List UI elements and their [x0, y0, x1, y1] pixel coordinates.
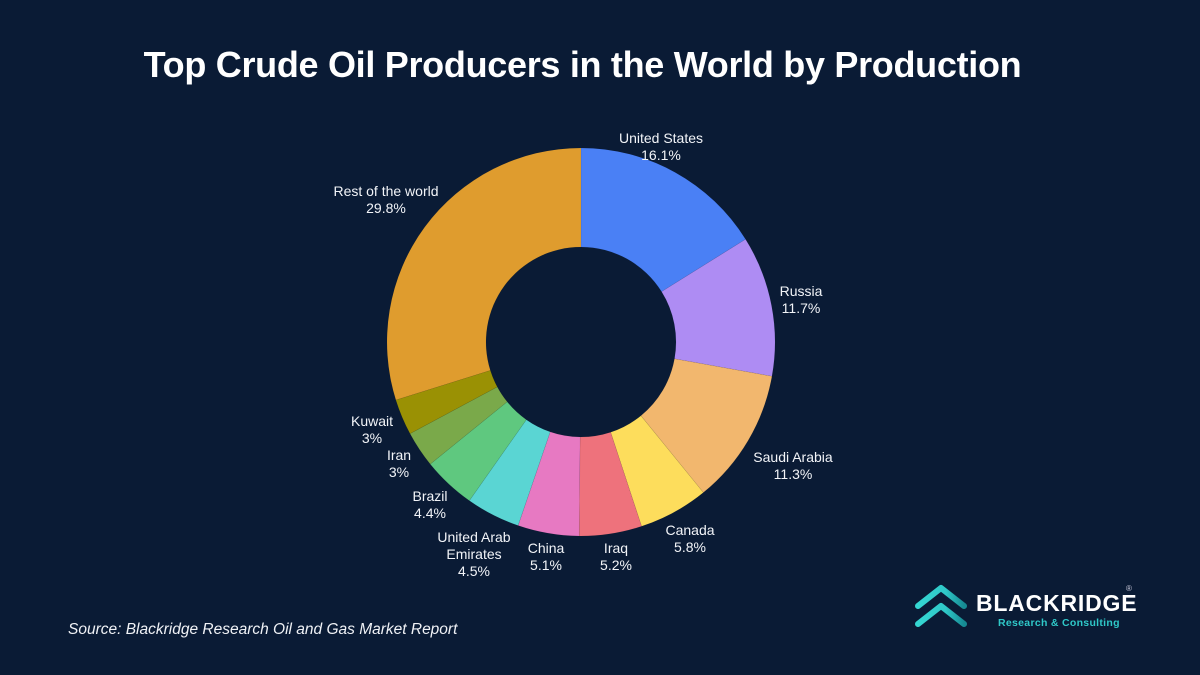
donut-slices [386, 147, 776, 537]
slice-label-value: 4.4% [414, 505, 446, 521]
slice-label-value: 11.3% [773, 466, 813, 482]
slice-label-value: 5.2% [600, 557, 632, 573]
slice-kuwait [395, 370, 498, 435]
slice-label: United States 16.1% [619, 130, 703, 164]
slice-label-name: Saudi Arabia [753, 449, 833, 465]
slice-label-name: Canada [665, 522, 715, 538]
slice-label: Rest of the world 29.8% [333, 183, 438, 217]
slice-label-name: Iraq [603, 540, 629, 556]
slice-label-value: 29.8% [366, 200, 406, 216]
slice-label-name: United States [618, 130, 704, 146]
slice-united-states [580, 147, 746, 293]
slice-label-name: Rest of the world [333, 183, 439, 199]
slice-label-name: Russia [779, 283, 823, 299]
slice-label: Canada 5.8% [665, 522, 714, 556]
slice-brazil [429, 401, 527, 502]
slice-label: Russia 11.7% [780, 283, 823, 317]
slice-saudi-arabia [640, 358, 773, 493]
slice-canada [610, 415, 704, 527]
slice-label-value: 5.8% [674, 539, 706, 555]
slice-label: Saudi Arabia 11.3% [753, 449, 832, 483]
slice-rest-of-the-world [386, 147, 582, 401]
slice-iran [409, 386, 508, 465]
slice-label-value: 5.1% [530, 557, 562, 573]
slice-label: Brazil 4.4% [412, 488, 447, 522]
slice-label: Iran 3% [387, 447, 411, 481]
slice-label-value: 11.7% [781, 300, 821, 316]
slice-label: Kuwait 3% [351, 413, 393, 447]
chart-title: Top Crude Oil Producers in the World by … [143, 44, 1022, 85]
slice-label: United Arab Emirates 4.5% [437, 529, 510, 580]
slice-united-arab-emirates [468, 419, 551, 526]
slice-label-name: Brazil [412, 488, 448, 504]
slice-label: Iraq 5.2% [600, 540, 632, 574]
slice-label-name: Kuwait [350, 413, 394, 429]
logo-subtitle: Research & Consulting [998, 617, 1120, 629]
double-chevron-up-icon [915, 585, 967, 627]
slice-label-value: 4.5% [458, 563, 490, 579]
slice-label-name: Emirates [446, 546, 502, 562]
slice-russia [661, 238, 776, 377]
logo-name: BLACKRIDGE [976, 590, 1138, 616]
source-note: Source: Blackridge Research Oil and Gas … [68, 621, 458, 638]
slice-label-value: 3% [361, 430, 383, 446]
slice-label: China 5.1% [528, 540, 565, 574]
slice-label-name: China [527, 540, 565, 556]
slice-label-value: 3% [388, 464, 410, 480]
slice-label-name: United Arab [437, 529, 511, 545]
registered-mark: ® [1126, 584, 1132, 593]
brand-logo: BLACKRIDGE ® Research & Consulting [912, 584, 1142, 630]
slice-label-value: 16.1% [641, 147, 681, 163]
slice-iraq [578, 431, 642, 537]
slice-label-name: Iran [386, 447, 412, 463]
slice-china [517, 431, 581, 537]
